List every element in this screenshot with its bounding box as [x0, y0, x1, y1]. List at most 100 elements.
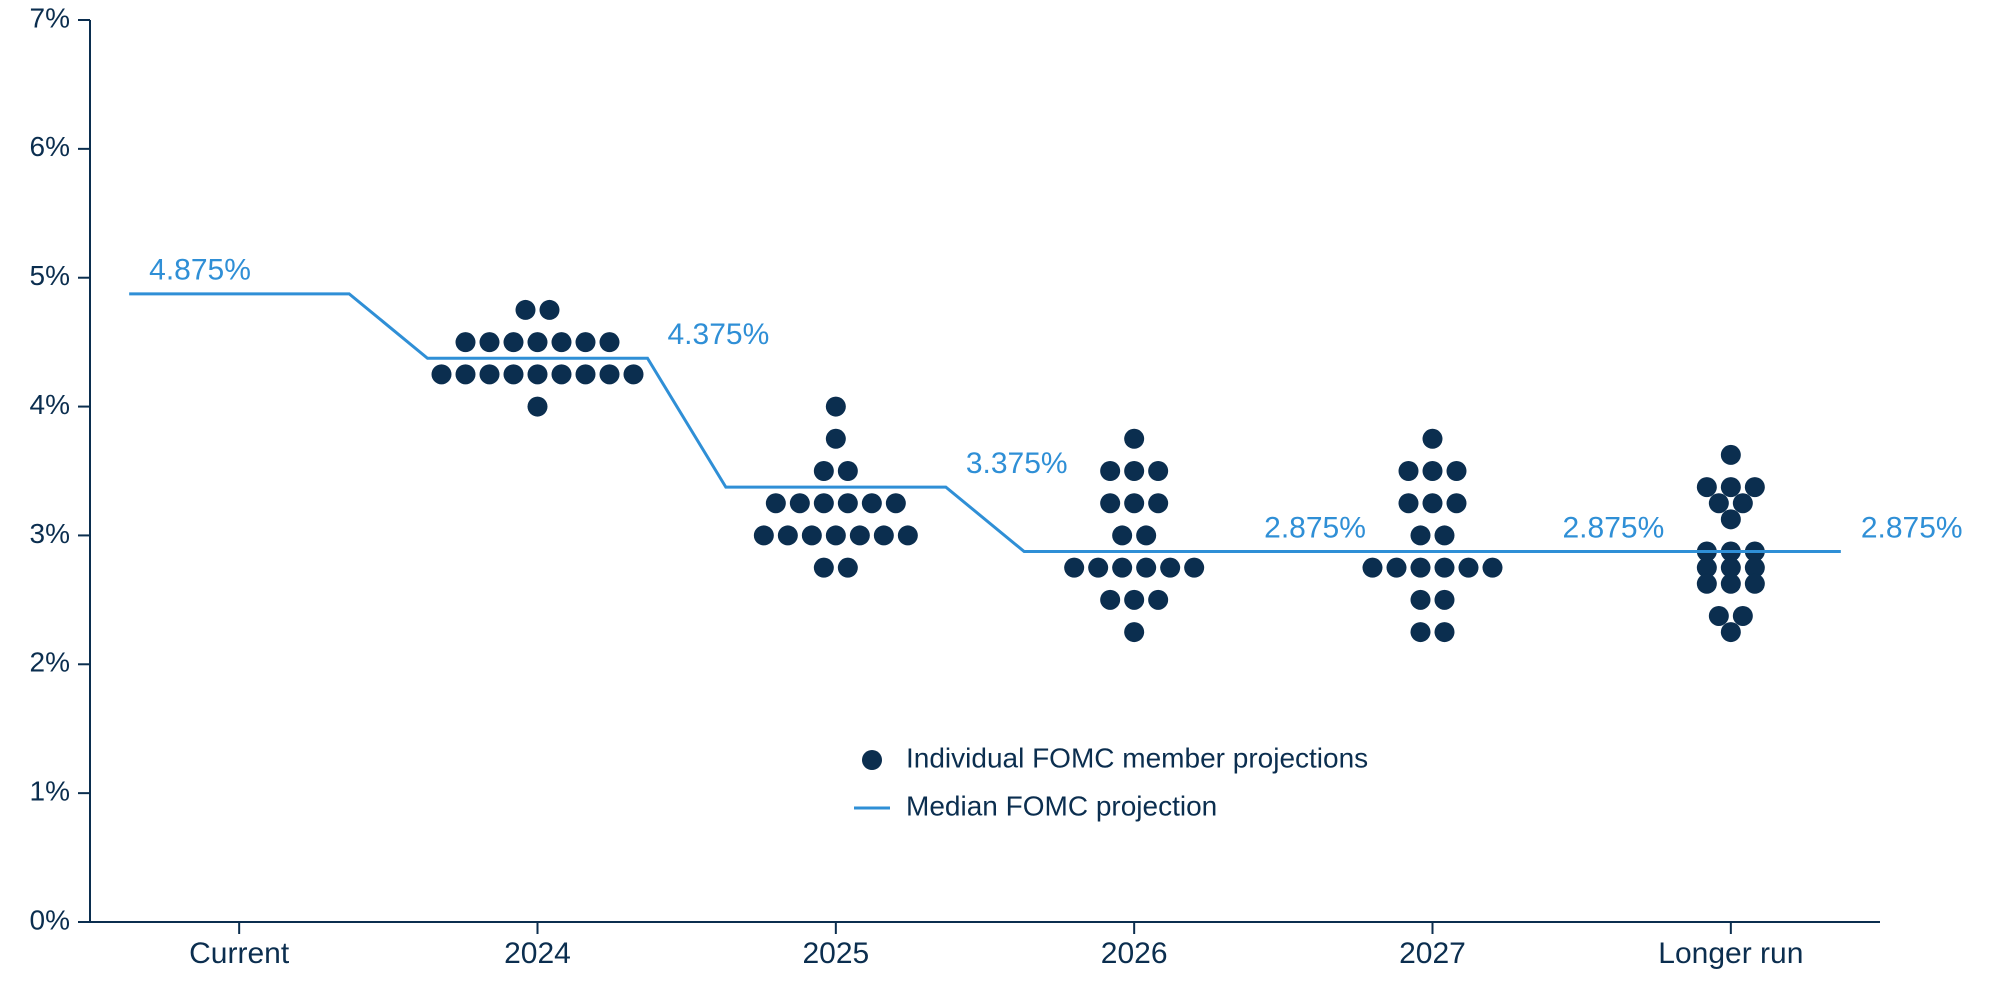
projection-dot — [432, 364, 452, 384]
projection-dot — [600, 332, 620, 352]
projection-dot — [898, 525, 918, 545]
projection-dot — [1423, 429, 1443, 449]
projection-dot — [886, 493, 906, 513]
y-tick-label: 4% — [30, 389, 70, 420]
projection-dot — [838, 493, 858, 513]
legend-dot-icon — [862, 750, 882, 770]
projection-dot — [850, 525, 870, 545]
projection-dot — [624, 364, 644, 384]
projection-dot — [1483, 558, 1503, 578]
projection-dot — [1148, 461, 1168, 481]
projection-dot — [1088, 558, 1108, 578]
projection-dot — [516, 300, 536, 320]
projection-dot — [528, 364, 548, 384]
projection-dot — [1435, 590, 1455, 610]
projection-dot — [576, 332, 596, 352]
projection-dot — [480, 364, 500, 384]
projection-dot — [1399, 493, 1419, 513]
projection-dot — [1721, 622, 1741, 642]
projection-dot — [862, 493, 882, 513]
projection-dot — [1124, 590, 1144, 610]
y-tick-label: 1% — [30, 776, 70, 807]
projection-dot — [1112, 525, 1132, 545]
projection-dot — [1363, 558, 1383, 578]
projection-dot — [1411, 525, 1431, 545]
projection-dot — [1124, 493, 1144, 513]
projection-dot — [1411, 622, 1431, 642]
projection-dot — [1697, 477, 1717, 497]
y-tick-label: 6% — [30, 131, 70, 162]
legend-label: Median FOMC projection — [906, 790, 1217, 821]
projection-dot — [1423, 461, 1443, 481]
projection-dot — [1160, 558, 1180, 578]
projection-dot — [504, 364, 524, 384]
projection-dot — [1721, 574, 1741, 594]
projection-dot — [1124, 461, 1144, 481]
projection-dot — [790, 493, 810, 513]
y-tick-label: 0% — [30, 904, 70, 935]
projection-dot — [1435, 558, 1455, 578]
projection-dot — [814, 493, 834, 513]
projection-dot — [528, 332, 548, 352]
projection-dot — [1387, 558, 1407, 578]
projection-dot — [1136, 558, 1156, 578]
projection-dot — [1435, 622, 1455, 642]
projection-dot — [754, 525, 774, 545]
projection-dot — [1100, 461, 1120, 481]
projection-dot — [1148, 493, 1168, 513]
projection-dot — [456, 332, 476, 352]
projection-dot — [1733, 606, 1753, 626]
projection-dot — [552, 364, 572, 384]
projection-dot — [552, 332, 572, 352]
projection-dot — [874, 525, 894, 545]
median-value-label: 4.875% — [149, 254, 251, 287]
x-tick-label: 2025 — [802, 937, 869, 970]
projection-dot — [1745, 574, 1765, 594]
projection-dot — [1124, 429, 1144, 449]
projection-dot — [480, 332, 500, 352]
y-tick-label: 7% — [30, 2, 70, 33]
projection-dot — [814, 461, 834, 481]
x-tick-label: 2024 — [504, 937, 571, 970]
projection-dot — [826, 525, 846, 545]
projection-dot — [766, 493, 786, 513]
projection-dot — [1124, 622, 1144, 642]
projection-dot — [1709, 493, 1729, 513]
projection-dot — [540, 300, 560, 320]
projection-dot — [1697, 574, 1717, 594]
median-value-label: 4.375% — [668, 318, 770, 351]
projection-dot — [528, 397, 548, 417]
projection-dot — [826, 397, 846, 417]
projection-dot — [814, 558, 834, 578]
projection-dot — [1411, 558, 1431, 578]
projection-dot — [1721, 477, 1741, 497]
legend-label: Individual FOMC member projections — [906, 742, 1368, 773]
projection-dot — [826, 429, 846, 449]
projection-dot — [456, 364, 476, 384]
projection-dot — [1148, 590, 1168, 610]
x-tick-label: Longer run — [1658, 937, 1803, 970]
projection-dot — [1435, 525, 1455, 545]
projection-dot — [1721, 509, 1741, 529]
projection-dot — [802, 525, 822, 545]
median-value-label: 2.875% — [1563, 511, 1665, 544]
projection-dot — [1100, 493, 1120, 513]
projection-dot — [1064, 558, 1084, 578]
projection-dot — [600, 364, 620, 384]
projection-dot — [1745, 477, 1765, 497]
projection-dot — [1100, 590, 1120, 610]
projection-dot — [1733, 493, 1753, 513]
fomc-dot-plot-chart: 0%1%2%3%4%5%6%7%Current2024202520262027L… — [0, 0, 2000, 992]
y-tick-label: 5% — [30, 260, 70, 291]
projection-dot — [1136, 525, 1156, 545]
median-value-label: 3.375% — [966, 447, 1068, 480]
y-tick-label: 2% — [30, 647, 70, 678]
projection-dot — [504, 332, 524, 352]
projection-dot — [838, 558, 858, 578]
median-value-label: 2.875% — [1861, 511, 1963, 544]
projection-dot — [778, 525, 798, 545]
projection-dot — [1399, 461, 1419, 481]
projection-dot — [1184, 558, 1204, 578]
projection-dot — [1459, 558, 1479, 578]
y-tick-label: 3% — [30, 518, 70, 549]
